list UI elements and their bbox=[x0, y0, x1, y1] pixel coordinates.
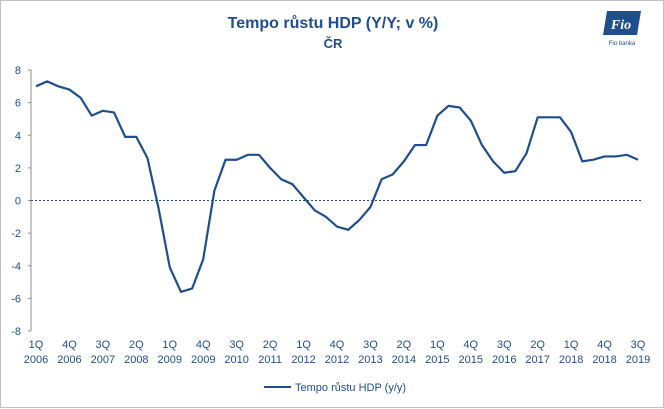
x-tick-label-quarter: 2Q bbox=[129, 339, 144, 351]
x-tick-label-quarter: 1Q bbox=[162, 339, 177, 351]
logo-text: Fio bbox=[610, 18, 631, 33]
y-tick-label: -6 bbox=[11, 293, 21, 305]
x-tick-label-year: 2012 bbox=[325, 354, 349, 366]
legend-label: Tempo růstu HDP (y/y) bbox=[295, 382, 406, 394]
x-tick-label-quarter: 1Q bbox=[564, 339, 579, 351]
x-tick-label-year: 2018 bbox=[559, 354, 583, 366]
x-tick-label-year: 2014 bbox=[392, 354, 416, 366]
x-tick-label-quarter: 3Q bbox=[497, 339, 512, 351]
x-tick-label-quarter: 1Q bbox=[29, 339, 44, 351]
series-line bbox=[36, 81, 638, 291]
x-tick-label-quarter: 3Q bbox=[96, 339, 111, 351]
x-tick-label-year: 2017 bbox=[525, 354, 549, 366]
x-tick-label-year: 2009 bbox=[158, 354, 182, 366]
x-tick-label-quarter: 4Q bbox=[330, 339, 345, 351]
x-tick-label-quarter: 4Q bbox=[463, 339, 478, 351]
x-tick-label-quarter: 1Q bbox=[296, 339, 311, 351]
x-tick-label-quarter: 2Q bbox=[263, 339, 278, 351]
y-tick-label: 4 bbox=[15, 130, 21, 142]
x-tick-label-year: 2006 bbox=[57, 354, 81, 366]
x-axis-ticks: 1Q 2006 4Q 2006 3Q 2007 2Q 2008 1Q 2009 4Q 2009 3Q 20… bbox=[24, 339, 650, 366]
x-tick-label-year: 2013 bbox=[358, 354, 382, 366]
series-layer bbox=[36, 81, 638, 291]
x-tick-label-quarter: 4Q bbox=[62, 339, 77, 351]
x-tick-label-year: 2011 bbox=[258, 354, 282, 366]
x-tick-label-year: 2018 bbox=[592, 354, 616, 366]
y-tick-label: -4 bbox=[11, 261, 21, 273]
x-tick-label-year: 2009 bbox=[191, 354, 215, 366]
x-tick-label-quarter: 4Q bbox=[196, 339, 211, 351]
y-tick-label: 8 bbox=[15, 65, 21, 77]
y-tick-label: -2 bbox=[11, 228, 21, 240]
logo-subtitle: Fio banka bbox=[609, 41, 636, 47]
y-tick-label: 0 bbox=[15, 196, 21, 208]
x-tick-label-year: 2008 bbox=[124, 354, 148, 366]
x-tick-label-quarter: 4Q bbox=[597, 339, 612, 351]
x-tick-label-quarter: 2Q bbox=[530, 339, 545, 351]
x-tick-label-quarter: 1Q bbox=[430, 339, 445, 351]
x-tick-label-year: 2015 bbox=[425, 354, 449, 366]
x-tick-label-quarter: 3Q bbox=[363, 339, 378, 351]
y-tick-label: 6 bbox=[15, 98, 21, 110]
x-tick-label-year: 2007 bbox=[91, 354, 115, 366]
x-tick-label-year: 2006 bbox=[24, 354, 48, 366]
legend: Tempo růstu HDP (y/y) bbox=[264, 382, 406, 394]
x-tick-label-quarter: 3Q bbox=[229, 339, 244, 351]
chart-title: Tempo růstu HDP (Y/Y; v %) bbox=[228, 15, 439, 32]
x-tick-label-quarter: 3Q bbox=[631, 339, 646, 351]
y-tick-label: -8 bbox=[11, 326, 21, 338]
x-tick-label-year: 2016 bbox=[492, 354, 516, 366]
x-tick-label-year: 2015 bbox=[459, 354, 483, 366]
chart-subtitle: ČR bbox=[324, 36, 343, 51]
y-tick-label: 2 bbox=[15, 163, 21, 175]
x-tick-label-year: 2010 bbox=[224, 354, 248, 366]
x-tick-label-year: 2012 bbox=[291, 354, 315, 366]
y-axis-ticks: 8 6 4 2 0 -2 -4 -6 -8 bbox=[11, 65, 31, 338]
x-tick-label-year: 2019 bbox=[626, 354, 650, 366]
fio-banka-logo: Fio Fio banka bbox=[603, 11, 641, 47]
x-tick-label-quarter: 2Q bbox=[397, 339, 412, 351]
